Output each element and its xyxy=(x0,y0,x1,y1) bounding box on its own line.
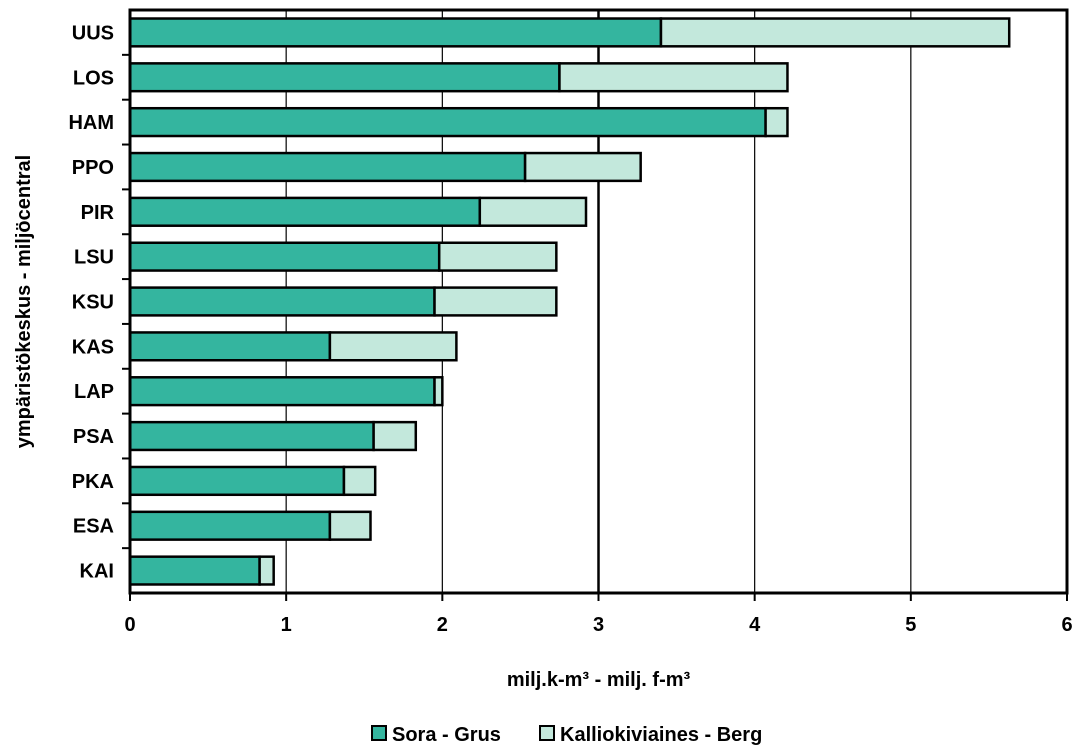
y-tick-label-kas: KAS xyxy=(72,336,114,358)
x-tick-label: 0 xyxy=(124,614,135,636)
legend-swatch-sora-grus xyxy=(371,725,387,741)
bar-kai-kalliokiviaines-berg xyxy=(258,555,275,586)
bar-lsu-sora-grus xyxy=(128,241,441,272)
bar-ham-sora-grus xyxy=(128,106,767,138)
bar-pka-kalliokiviaines-berg xyxy=(342,465,377,497)
bar-lap-kalliokiviaines-berg xyxy=(433,376,444,407)
x-tick-label: 2 xyxy=(437,614,448,636)
bar-lap-sora-grus xyxy=(128,376,436,407)
y-axis-ticks: UUS LOS HAM PPO PIR LSU KSU KAS LAP PSA PKA ESA KAI xyxy=(68,22,130,583)
bar-pir-sora-grus xyxy=(128,196,482,227)
bar-los-kalliokiviaines-berg xyxy=(558,62,789,93)
y-tick-label-esa: ESA xyxy=(73,516,114,538)
x-tick-label: 4 xyxy=(749,614,761,636)
bar-esa-kalliokiviaines-berg xyxy=(328,510,372,541)
legend-label-kalliokiviaines-berg: Kalliokiviaines - Berg xyxy=(560,724,762,746)
bar-pka-sora-grus xyxy=(128,465,346,497)
y-tick-label-pir: PIR xyxy=(81,202,115,224)
y-axis-title: ympäristökeskus - miljöcentral xyxy=(13,155,35,448)
y-tick-label-ppo: PPO xyxy=(72,157,114,179)
y-tick-label-los: LOS xyxy=(73,67,114,89)
bar-ppo-kalliokiviaines-berg xyxy=(523,151,642,183)
bars xyxy=(128,17,1011,586)
y-tick-label-pka: PKA xyxy=(72,471,114,493)
bar-ham-kalliokiviaines-berg xyxy=(764,106,789,138)
x-axis-ticks: 0 1 2 3 4 5 6 xyxy=(124,593,1073,636)
y-tick-label-psa: PSA xyxy=(73,426,114,448)
x-tick-label: 5 xyxy=(905,614,916,636)
y-tick-label-uus: UUS xyxy=(72,22,114,44)
y-tick-label-ksu: KSU xyxy=(72,292,114,314)
bar-los-sora-grus xyxy=(128,62,561,93)
x-tick-label: 1 xyxy=(281,614,292,636)
bar-ppo-sora-grus xyxy=(128,151,527,183)
bar-ksu-sora-grus xyxy=(128,286,436,317)
bar-pir-kalliokiviaines-berg xyxy=(478,196,588,227)
bar-esa-sora-grus xyxy=(128,510,332,541)
bar-kas-sora-grus xyxy=(128,331,332,362)
legend: Sora - Grus Kalliokiviaines - Berg xyxy=(371,724,762,746)
y-tick-label-kai: KAI xyxy=(80,561,114,583)
bar-psa-sora-grus xyxy=(128,420,375,452)
bar-kas-kalliokiviaines-berg xyxy=(328,331,458,362)
x-axis-title: milj.k-m³ - milj. f-m³ xyxy=(507,669,691,691)
bar-uus-kalliokiviaines-berg xyxy=(659,17,1011,48)
x-tick-label: 3 xyxy=(593,614,604,636)
y-tick-label-ham: HAM xyxy=(68,112,114,134)
bar-kai-sora-grus xyxy=(128,555,261,586)
y-tick-label-lap: LAP xyxy=(74,381,114,403)
bar-ksu-kalliokiviaines-berg xyxy=(433,286,558,317)
y-tick-label-lsu: LSU xyxy=(74,247,114,269)
bar-uus-sora-grus xyxy=(128,17,663,48)
bar-psa-kalliokiviaines-berg xyxy=(372,420,418,452)
legend-swatch-kalliokiviaines-berg xyxy=(539,725,555,741)
x-tick-label: 6 xyxy=(1061,614,1072,636)
bar-lsu-kalliokiviaines-berg xyxy=(437,241,558,272)
legend-label-sora-grus: Sora - Grus xyxy=(392,724,501,746)
